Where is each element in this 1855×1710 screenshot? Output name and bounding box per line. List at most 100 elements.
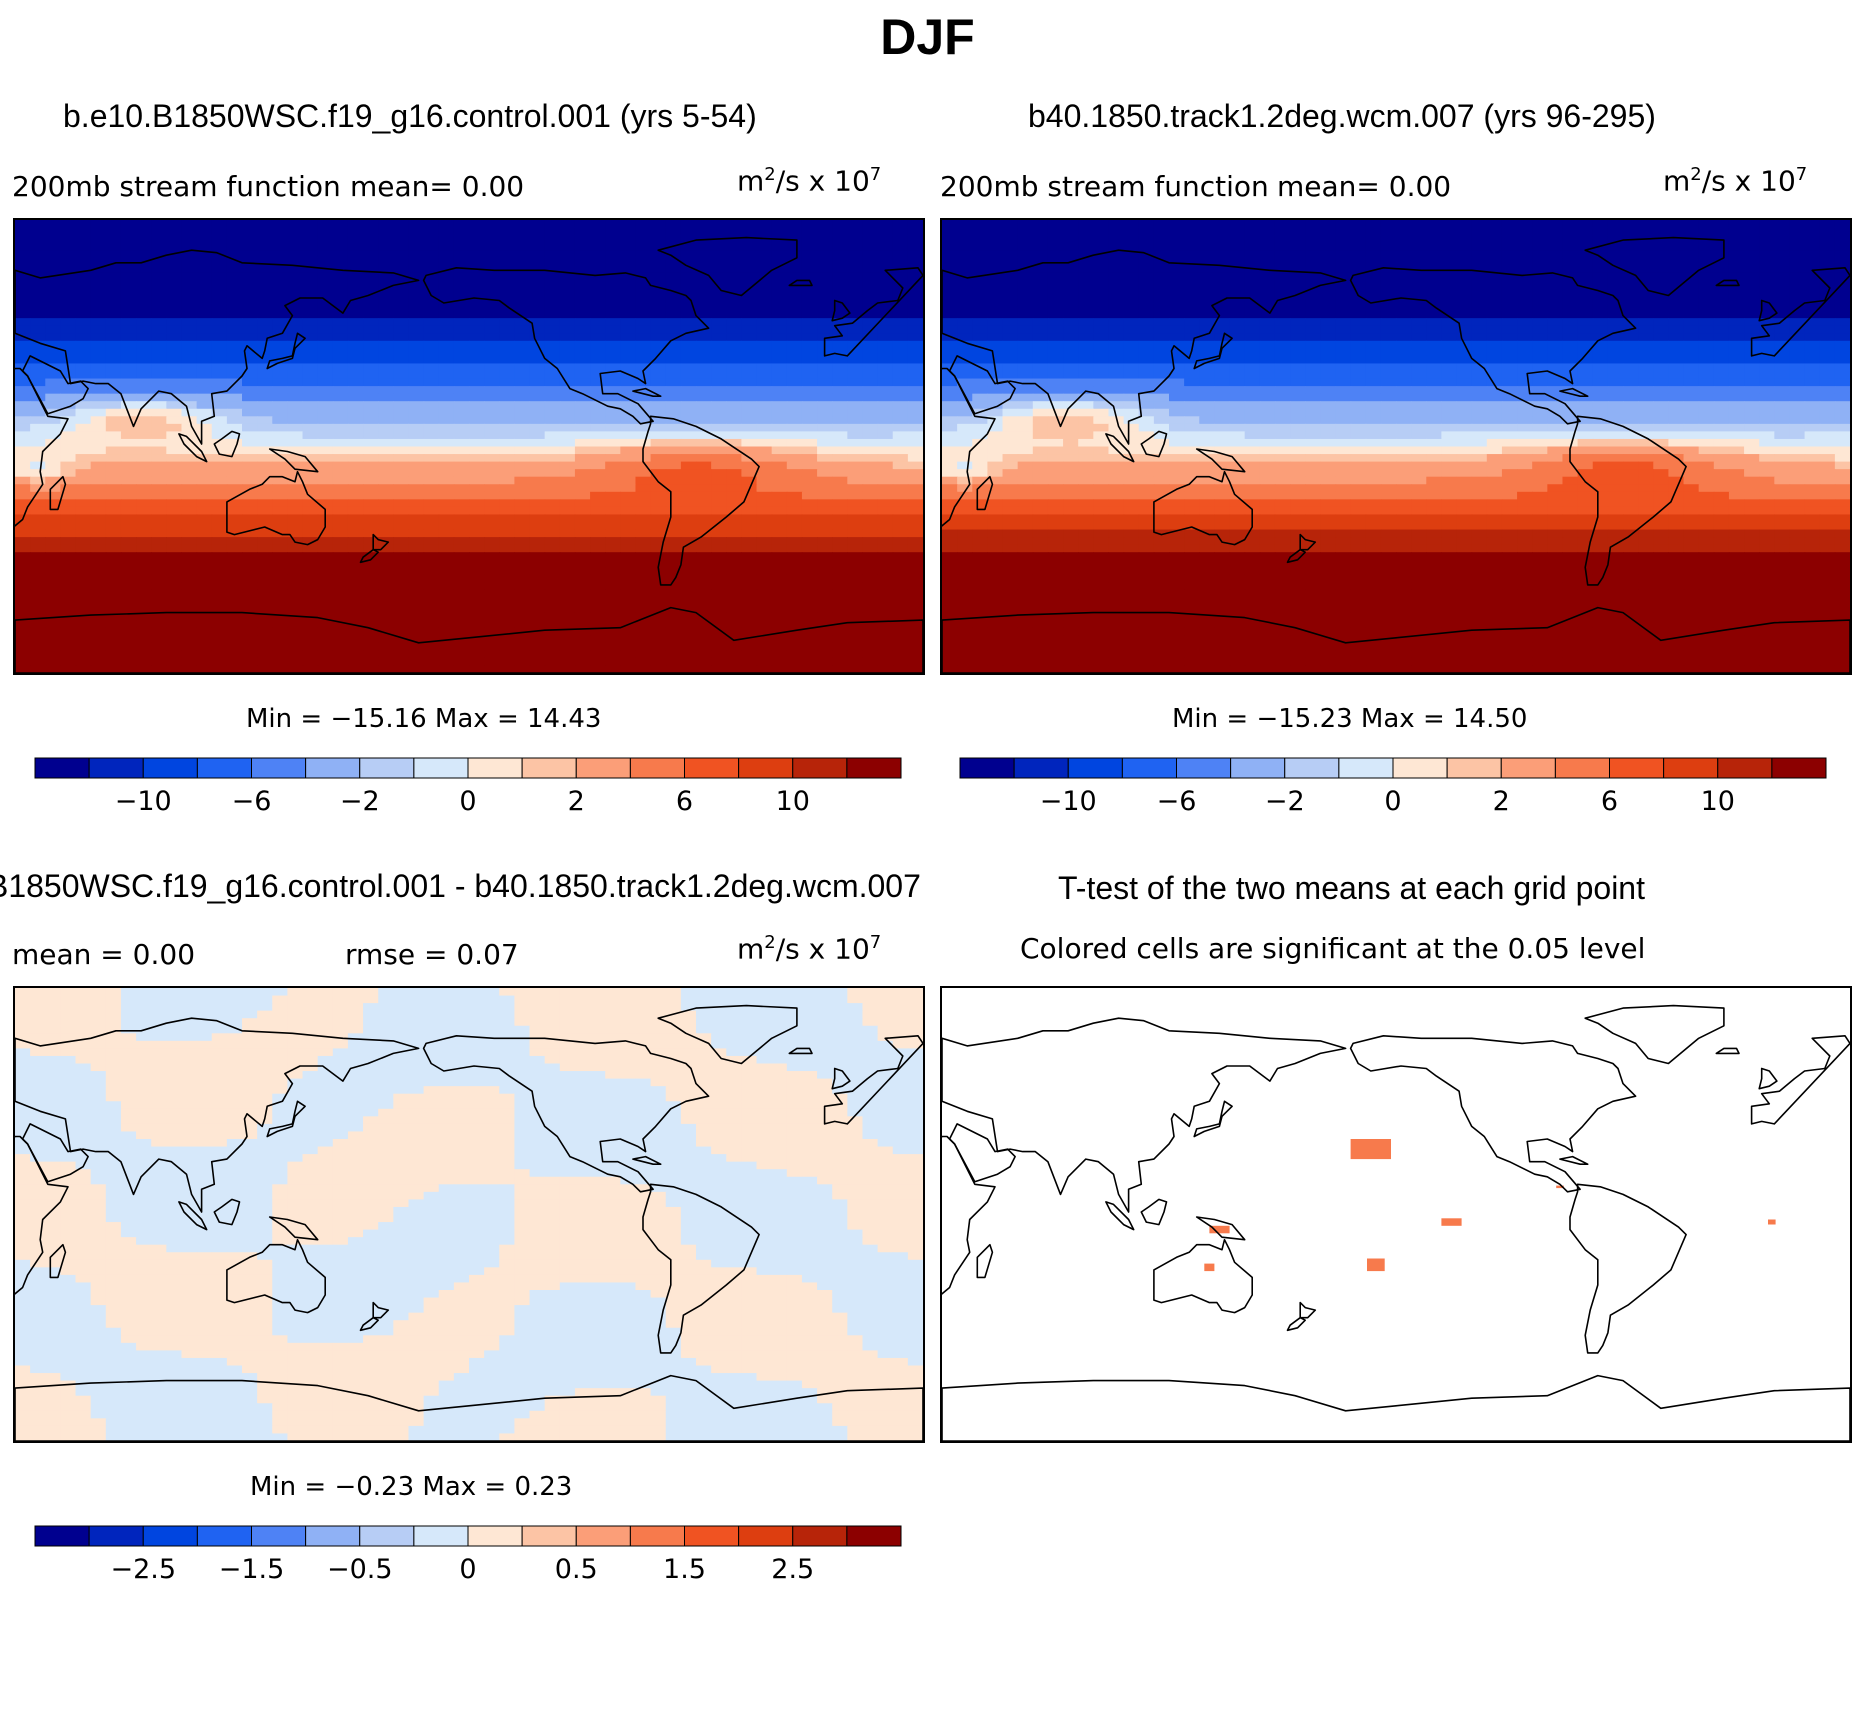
field-cell	[378, 574, 394, 583]
field-cell	[1244, 355, 1261, 365]
field-cell	[620, 567, 637, 576]
field-cell	[1290, 295, 1306, 304]
field-cell	[226, 318, 243, 327]
field-cell	[1683, 227, 1700, 236]
field-cell	[726, 484, 742, 493]
field-cell	[892, 484, 909, 493]
field-cell	[1698, 280, 1715, 289]
field-cell	[317, 318, 334, 327]
field-cell	[257, 605, 273, 614]
field-cell	[620, 340, 637, 349]
field-cell	[862, 287, 879, 297]
field-cell	[847, 461, 864, 470]
field-cell	[620, 499, 637, 508]
field-cell	[817, 635, 833, 644]
field-cell	[711, 484, 727, 493]
field-cell	[423, 363, 440, 372]
field-cell	[771, 537, 788, 546]
field-cell	[1759, 325, 1775, 334]
field-cell	[559, 559, 576, 568]
field-cell	[1623, 220, 1639, 229]
field-cell	[181, 650, 198, 659]
field-cell	[105, 491, 122, 500]
field-cell	[1138, 295, 1155, 304]
field-cell	[90, 574, 107, 583]
field-cell	[469, 371, 485, 380]
field-cell	[1562, 220, 1579, 229]
field-cell	[1668, 371, 1685, 380]
field-cell	[1138, 333, 1155, 342]
field-cell	[680, 484, 697, 493]
field-cell	[438, 461, 455, 470]
field-cell	[272, 484, 288, 493]
field-cell	[60, 386, 77, 395]
field-cell	[771, 529, 788, 538]
field-cell	[771, 552, 788, 561]
field-cell	[1411, 303, 1427, 312]
field-cell	[1638, 295, 1654, 304]
field-cell	[877, 408, 894, 417]
field-cell	[756, 431, 773, 440]
field-cell	[438, 567, 455, 576]
field-cell	[862, 227, 879, 236]
field-cell	[1002, 348, 1019, 357]
field-cell	[469, 589, 485, 599]
field-cell	[559, 446, 576, 455]
field-cell	[1396, 280, 1412, 289]
field-cell	[1032, 318, 1049, 327]
field-cell	[1577, 257, 1594, 266]
field-cell	[1411, 363, 1427, 372]
field-cell	[1607, 242, 1624, 251]
field-cell	[1471, 355, 1488, 365]
field-cell	[393, 378, 410, 387]
field-cell	[574, 348, 591, 357]
field-cell	[438, 340, 455, 349]
field-cell	[1683, 287, 1700, 297]
field-cell	[514, 612, 531, 621]
field-cell	[423, 325, 440, 334]
field-cell	[1804, 325, 1821, 334]
field-cell	[378, 552, 394, 561]
field-cell	[484, 272, 500, 281]
field-cell	[817, 386, 833, 395]
units-m: m	[1663, 164, 1691, 198]
field-cell	[605, 355, 621, 365]
field-cell	[408, 469, 425, 478]
field-cell	[574, 401, 591, 410]
field-cell	[1153, 310, 1170, 319]
field-cell	[332, 461, 349, 470]
field-cell	[166, 318, 183, 327]
field-cell	[105, 220, 122, 229]
field-cell	[987, 340, 1004, 349]
field-cell	[1199, 235, 1215, 244]
field-cell	[1789, 272, 1806, 281]
field-cell	[590, 552, 606, 561]
field-cell	[484, 227, 500, 236]
field-cell	[317, 491, 334, 500]
field-cell	[90, 393, 107, 402]
field-cell	[90, 257, 107, 266]
field-cell	[1577, 220, 1594, 229]
field-cell	[166, 423, 183, 432]
field-cell	[347, 408, 364, 417]
field-cell	[302, 438, 319, 448]
field-label-control: 200mb stream function	[12, 170, 341, 203]
field-cell	[393, 348, 410, 357]
field-cell	[136, 438, 152, 448]
field-cell	[907, 544, 923, 553]
field-cell	[90, 438, 107, 448]
field-cell	[30, 559, 46, 568]
field-cell	[1017, 325, 1034, 334]
field-cell	[590, 378, 606, 387]
field-cell	[272, 589, 288, 599]
field-cell	[1683, 333, 1700, 342]
field-cell	[1441, 287, 1458, 297]
field-cell	[15, 401, 31, 410]
field-cell	[862, 318, 879, 327]
field-cell	[438, 235, 455, 244]
field-cell	[635, 363, 652, 372]
field-cell	[226, 491, 243, 500]
field-cell	[347, 287, 364, 297]
field-cell	[438, 386, 455, 395]
field-cell	[907, 650, 923, 659]
